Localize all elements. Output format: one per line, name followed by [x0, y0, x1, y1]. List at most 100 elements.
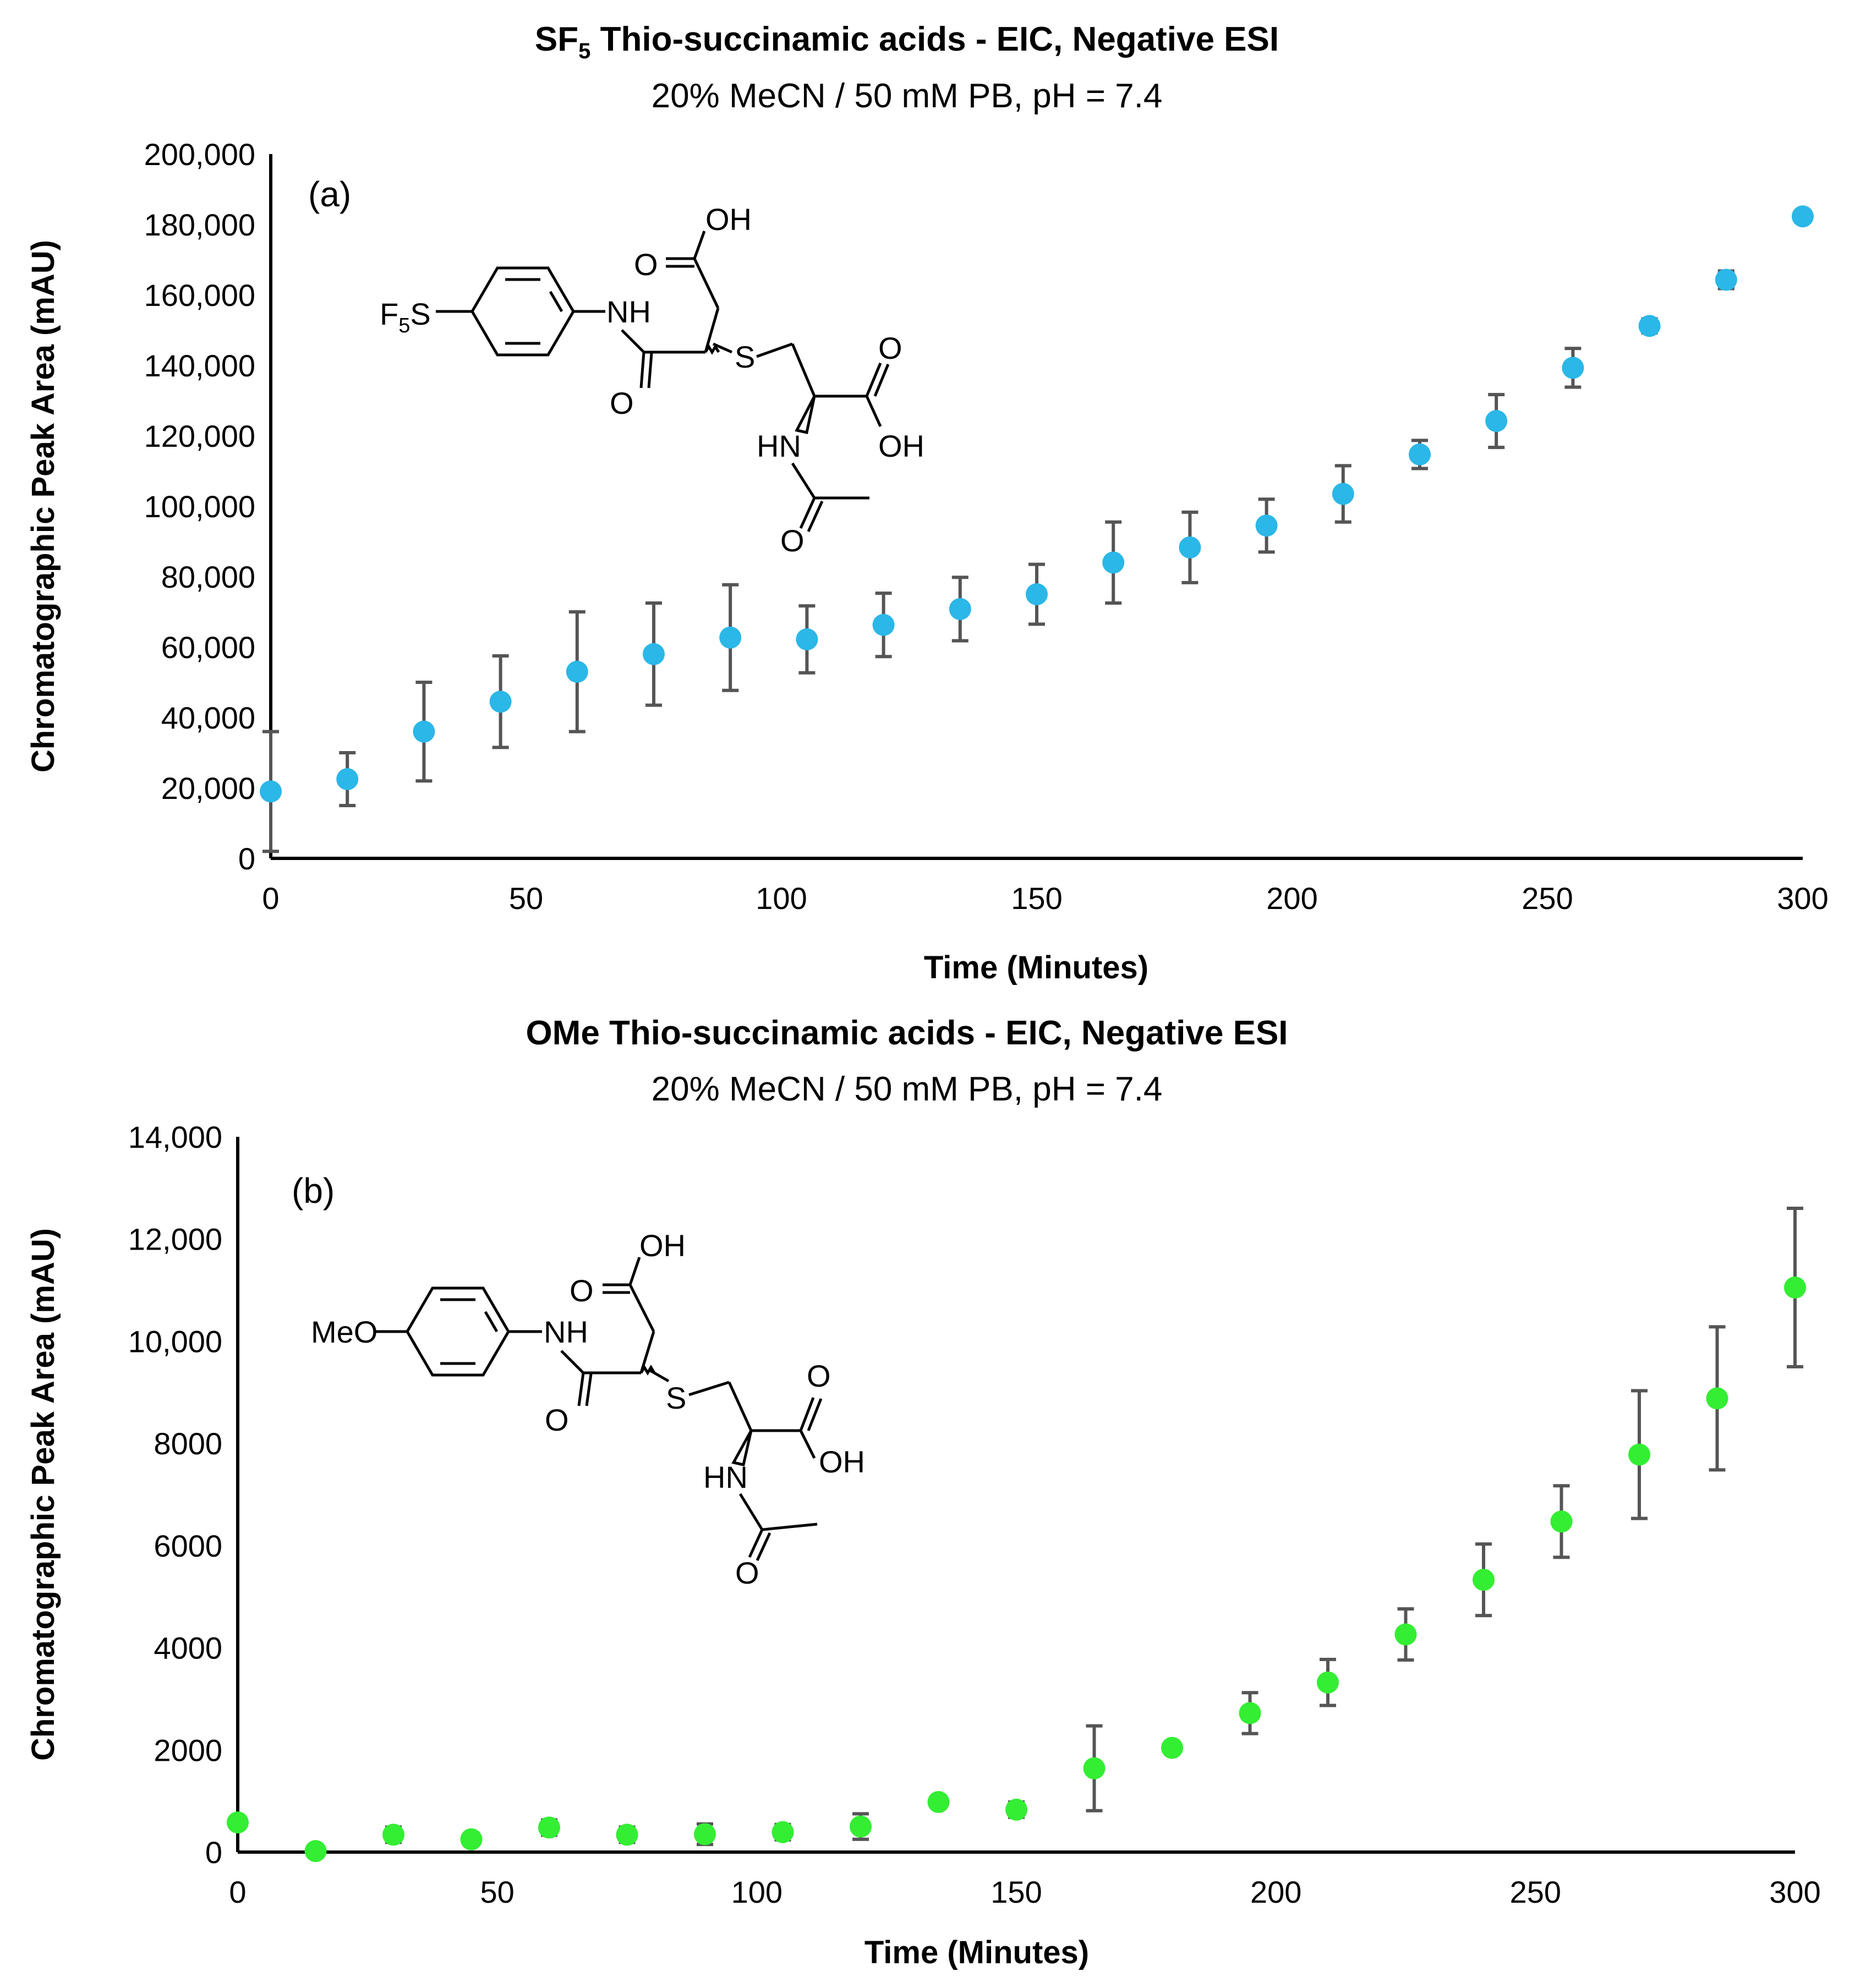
chart-a-y-tick-label: 200,000 — [144, 137, 255, 172]
chart-b-data-point — [1317, 1671, 1339, 1694]
chart-a-y-tick-label: 180,000 — [144, 207, 255, 242]
chart-a-x-tick-label: 100 — [756, 881, 807, 916]
chart-a-structure: F5S NH O O OH S — [380, 202, 924, 558]
chart-b-data-point — [227, 1811, 249, 1834]
bond-line — [560, 1350, 584, 1374]
chart-b-y-tick-label: 12,000 — [128, 1222, 222, 1257]
chart-b-y-tick-label: 2000 — [154, 1733, 222, 1767]
chart-b-data-point — [616, 1823, 638, 1846]
structure-a-oh-top: OH — [705, 202, 752, 237]
chart-panel-a: SF5 Thio-succinamic acids - EIC, Negativ… — [25, 20, 1829, 985]
bond-line — [585, 1373, 593, 1406]
bond-line — [693, 258, 720, 309]
bond-line — [762, 1523, 818, 1531]
bond-line — [727, 1381, 753, 1432]
chart-b-data-point — [1083, 1757, 1106, 1779]
wavy-bond — [639, 1365, 656, 1376]
chart-b-title: OMe Thio-succinamic acids - EIC, Negativ… — [526, 1014, 1288, 1052]
chart-a-y-tick-label: 100,000 — [144, 489, 255, 524]
bond-line — [756, 342, 793, 358]
structure-b-oh-acid: OH — [819, 1444, 865, 1479]
benzene-ring — [470, 266, 575, 357]
bond-line — [688, 1381, 730, 1396]
bond-line — [807, 1398, 823, 1431]
chart-b-data-point — [304, 1840, 327, 1863]
chart-a-y-tick-label: 20,000 — [161, 771, 255, 806]
bond-line — [621, 329, 645, 353]
bond-line — [748, 1529, 764, 1558]
chart-b-data-point — [1628, 1443, 1650, 1466]
chart-a-data-point — [949, 598, 971, 620]
chart-b-data-point — [1706, 1387, 1728, 1410]
bond-line — [791, 343, 816, 397]
chart-b-x-tick-label: 0 — [229, 1875, 246, 1909]
structure-b-o-top: O — [570, 1273, 594, 1308]
bond-line — [738, 1493, 764, 1531]
chart-a-y-tick-label: 60,000 — [161, 630, 255, 665]
structure-a-substituent: F5S — [380, 297, 431, 337]
bond-line — [704, 308, 720, 353]
chart-a-data-point — [336, 768, 359, 790]
structure-b-hn: HN — [703, 1460, 748, 1494]
chart-b-panel-label: (b) — [292, 1171, 335, 1211]
chart-a-data-point — [1179, 536, 1201, 558]
structure-a-o-amide: O — [610, 386, 634, 420]
chart-b-y-tick-labels: 0 2000 4000 6000 8000 10,000 12,000 14,000 — [128, 1120, 222, 1870]
bond-line — [799, 1430, 816, 1459]
wedge-bond — [795, 395, 816, 434]
chart-a-data-point — [796, 628, 818, 650]
chart-b-data-point — [1161, 1737, 1183, 1759]
chart-a-data-point — [413, 720, 435, 743]
chart-a-data-point — [1102, 551, 1125, 574]
chart-b-data-point — [927, 1791, 950, 1813]
chart-b-data-point — [538, 1816, 560, 1839]
bond-line — [807, 500, 824, 533]
chart-a-title: SF5 Thio-succinamic acids - EIC, Negativ… — [535, 20, 1279, 63]
chart-b-data-point — [850, 1815, 872, 1838]
chart-a-x-tick-labels: 0 50 100 150 200 250 300 — [262, 881, 1828, 916]
chart-a-x-tick-label: 250 — [1522, 881, 1573, 916]
chart-a-y-tick-label: 120,000 — [144, 419, 255, 453]
wavy-bond — [704, 344, 720, 355]
chart-a-error-bars — [262, 210, 1811, 853]
chart-a-x-tick-label: 50 — [509, 881, 543, 916]
chart-b-x-axis-label: Time (Minutes) — [864, 1935, 1089, 1970]
chart-a-data-point — [1638, 315, 1661, 337]
structure-a-o-acetyl: O — [780, 523, 805, 558]
chart-a-subtitle: 20% MeCN / 50 mM PB, pH = 7.4 — [652, 77, 1163, 115]
bond-line — [791, 462, 816, 499]
chart-b-y-tick-label: 6000 — [154, 1529, 222, 1563]
structure-b-o-amide: O — [545, 1403, 569, 1437]
chart-a-x-tick-label: 300 — [1777, 881, 1828, 916]
chart-a-data-point — [1026, 583, 1048, 605]
chart-panel-b: OMe Thio-succinamic acids - EIC, Negativ… — [25, 1014, 1821, 1970]
chart-a-data-point — [1409, 443, 1431, 465]
chart-b-y-tick-label: 0 — [205, 1835, 222, 1870]
chart-b-data-point — [1005, 1798, 1027, 1821]
bond-line — [577, 1372, 585, 1406]
structure-a-o-acid: O — [878, 331, 902, 365]
bond-line — [712, 342, 733, 354]
chart-b-x-tick-label: 300 — [1769, 1875, 1820, 1909]
bond-line — [865, 363, 882, 397]
chart-a-data-point — [260, 780, 282, 803]
chart-a-x-tick-label: 0 — [262, 881, 279, 916]
chart-a-x-tick-label: 200 — [1266, 881, 1317, 916]
chart-b-data-point — [771, 1821, 794, 1843]
chart-b-subtitle: 20% MeCN / 50 mM PB, pH = 7.4 — [652, 1070, 1163, 1108]
chart-b-y-tick-label: 4000 — [154, 1631, 222, 1666]
wedge-bond — [731, 1430, 753, 1466]
chart-b-y-tick-label: 10,000 — [128, 1324, 222, 1359]
bond-line — [756, 1532, 771, 1562]
bond-line — [549, 291, 563, 313]
chart-a-y-tick-label: 0 — [238, 841, 255, 876]
chart-b-x-tick-label: 100 — [731, 1875, 783, 1909]
chart-a-x-axis-label: Time (Minutes) — [924, 950, 1148, 985]
bond-line — [865, 395, 882, 428]
chart-a-y-tick-labels: 0 20,000 40,000 60,000 80,000 100,000 120,000 1… — [144, 137, 255, 876]
bond-line — [628, 1257, 641, 1285]
benzene-ring — [406, 1286, 510, 1377]
chart-b-y-tick-label: 8000 — [154, 1426, 222, 1461]
structure-b-o-acetyl: O — [735, 1556, 759, 1590]
